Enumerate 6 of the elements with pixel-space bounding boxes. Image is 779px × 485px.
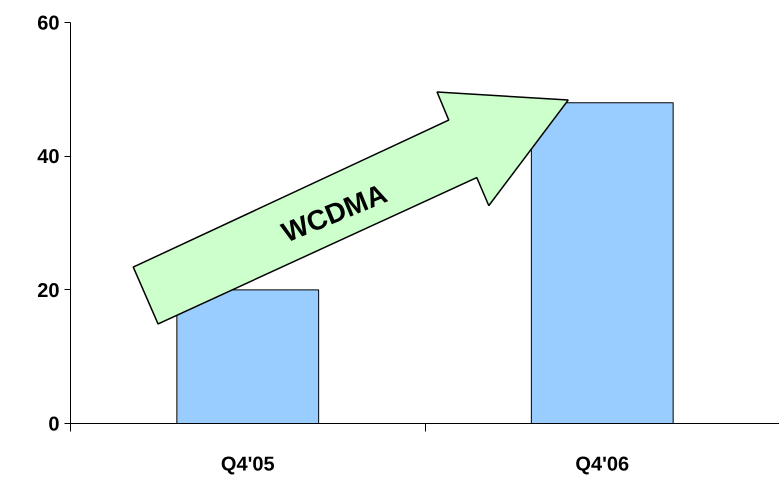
y-tick-label: 60 xyxy=(37,12,60,34)
y-tick-label: 0 xyxy=(48,414,60,436)
x-tick-label: Q4'06 xyxy=(575,454,630,476)
x-tick-label: Q4'05 xyxy=(220,454,275,476)
y-tick-label: 40 xyxy=(37,146,60,168)
y-tick-label: 20 xyxy=(37,280,60,302)
